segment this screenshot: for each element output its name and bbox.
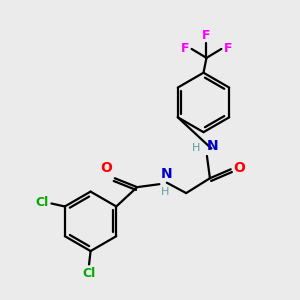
Text: F: F <box>202 28 211 41</box>
Text: N: N <box>161 167 172 181</box>
Text: H: H <box>192 143 201 153</box>
Text: F: F <box>181 42 189 56</box>
Text: H: H <box>161 187 169 196</box>
Text: Cl: Cl <box>35 196 49 208</box>
Text: O: O <box>100 161 112 175</box>
Text: N: N <box>207 139 219 153</box>
Text: F: F <box>224 42 232 56</box>
Text: O: O <box>234 161 246 175</box>
Text: Cl: Cl <box>82 267 96 280</box>
